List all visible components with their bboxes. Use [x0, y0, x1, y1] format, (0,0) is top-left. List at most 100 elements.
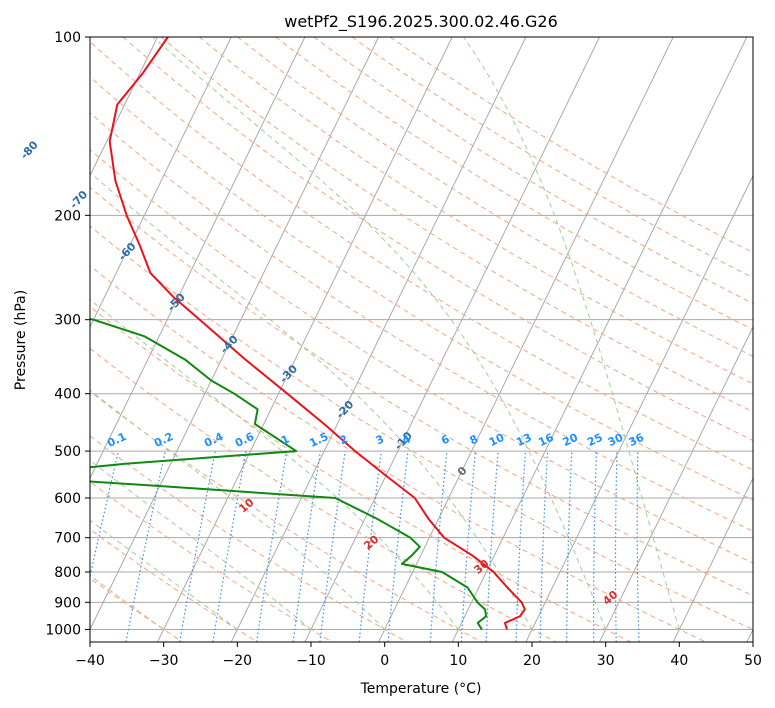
- y-tick-label: 700: [54, 531, 81, 547]
- mixing-ratio-label: 1.5: [307, 430, 330, 450]
- dry-adiabat-line: [90, 481, 333, 642]
- mixing-ratio-label: 0.4: [202, 430, 225, 450]
- mixing-ratio-line: [125, 450, 166, 642]
- mixing-ratio-line: [256, 451, 288, 642]
- x-tick-label: −20: [223, 653, 253, 669]
- x-tick-label: 40: [670, 653, 688, 669]
- mixing-ratio-line: [90, 450, 119, 580]
- mixing-ratio-line: [636, 451, 640, 642]
- isotherm-line: [230, 37, 527, 642]
- dry-adiabat-line: [313, 37, 753, 304]
- moist-adiabat-line: [463, 37, 680, 630]
- y-tick-label: 200: [54, 208, 81, 224]
- isotherm-line: [157, 37, 453, 642]
- dry-adiabat-line: [90, 305, 632, 642]
- mixing-ratio-line: [179, 450, 216, 642]
- mixing-ratio-label: 36: [627, 431, 647, 449]
- mixing-ratio-label: 1: [279, 432, 291, 447]
- isotherm-line: [90, 37, 232, 329]
- moist-adiabat-line: [90, 459, 312, 630]
- mixing-ratio-line: [292, 451, 322, 642]
- mixing-ratio-label: 25: [585, 431, 604, 449]
- mixing-ratio-label: 8: [468, 432, 480, 447]
- mixing-ratio-line: [212, 450, 247, 642]
- isotherm-label: -80: [18, 138, 41, 162]
- dry-adiabat-label: 20: [361, 533, 381, 553]
- dry-adiabat-label: 10: [236, 496, 256, 516]
- data-series: [90, 37, 526, 630]
- x-tick-label: 20: [523, 653, 541, 669]
- mixing-ratio-line: [566, 451, 573, 642]
- isotherm-label: -20: [333, 398, 356, 422]
- dry-adiabat-line: [90, 265, 706, 642]
- isotherm-label: -50: [165, 290, 188, 314]
- dry-adiabat-line: [90, 41, 753, 471]
- isotherm-line: [451, 37, 748, 642]
- dry-adiabat-line: [237, 37, 753, 357]
- isotherm-line: [90, 37, 380, 631]
- mixing-ratio-line: [429, 451, 448, 642]
- x-axis-label: Temperature (°C): [360, 681, 482, 697]
- mixing-ratio-line: [539, 451, 549, 642]
- dry-adiabat-line: [90, 225, 753, 630]
- mixing-ratio-label: 13: [514, 431, 533, 449]
- mixing-ratio-label: 10: [487, 431, 507, 449]
- isotherm-line: [378, 37, 674, 642]
- y-tick-label: 900: [54, 595, 81, 611]
- dry-adiabat-line: [351, 37, 753, 279]
- y-tick-label: 800: [54, 565, 81, 581]
- isotherm-line: [90, 37, 306, 480]
- dry-adiabat-line: [90, 112, 753, 532]
- isotherm-label: -60: [116, 240, 139, 264]
- mixing-ratio-line: [460, 451, 476, 642]
- dry-adiabat-line: [90, 149, 753, 564]
- isotherm-line: [599, 325, 753, 642]
- dry-adiabat-line: [90, 347, 557, 642]
- isotherm-line: [90, 37, 159, 177]
- isotherm-line: [672, 477, 753, 642]
- dry-adiabat-line: [90, 76, 753, 501]
- mixing-ratio-label: 30: [606, 431, 626, 449]
- moist-adiabat-line: [90, 519, 238, 630]
- x-tick-label: 0: [380, 653, 389, 669]
- temperature-line: [108, 37, 526, 630]
- y-tick-label: 400: [54, 387, 81, 403]
- y-tick-label: 1000: [45, 622, 81, 638]
- x-tick-label: 30: [597, 653, 615, 669]
- y-tick-label: 500: [54, 444, 81, 460]
- mixing-ratio-line: [614, 451, 618, 642]
- mixing-ratio-label: 6: [439, 432, 452, 447]
- moist-adiabat-line: [152, 37, 607, 630]
- mixing-ratio-line: [485, 451, 499, 642]
- dry-adiabat-line: [160, 37, 753, 413]
- dewpoint-line: [90, 317, 488, 630]
- theta-e-line: [90, 574, 165, 630]
- mixing-ratio-label: 16: [536, 431, 556, 449]
- mixing-ratio-label: 20: [561, 431, 581, 449]
- chart-title: wetPf2_S196.2025.300.02.46.G26: [284, 12, 558, 32]
- dry-adiabat-label: 30: [471, 557, 491, 577]
- background-lines: [0, 37, 753, 642]
- x-tick-label: 10: [449, 653, 467, 669]
- y-axis-label: Pressure (hPa): [13, 290, 29, 390]
- y-tick-label: 100: [54, 30, 81, 46]
- mixing-ratio-label: 0.2: [152, 430, 175, 450]
- mixing-ratio-label: 0.1: [105, 430, 128, 450]
- mixing-ratio-line: [593, 451, 598, 642]
- mixing-ratio-line: [358, 451, 382, 642]
- background-line-labels: -100-90-80-70-60-50-40-30-20-1000.10.20.…: [18, 138, 647, 608]
- x-axis: −40 −30 −20 −10 0 10 20 30 40 50: [75, 642, 762, 669]
- isotherm-line: [746, 628, 753, 642]
- isotherm-line: [525, 174, 753, 642]
- dry-adiabat-line: [122, 37, 753, 442]
- isotherm-label: -30: [277, 362, 300, 386]
- isotherm-line: [0, 37, 10, 642]
- plot-frame: [89, 36, 754, 643]
- x-tick-label: 50: [744, 653, 762, 669]
- y-tick-label: 300: [54, 313, 81, 329]
- mixing-ratio-line: [387, 451, 409, 642]
- y-axis: 100 200 300 400 500 600 700 800 900 1000: [45, 30, 90, 638]
- dry-adiabat-line: [275, 37, 753, 331]
- dry-adiabat-line: [90, 390, 482, 642]
